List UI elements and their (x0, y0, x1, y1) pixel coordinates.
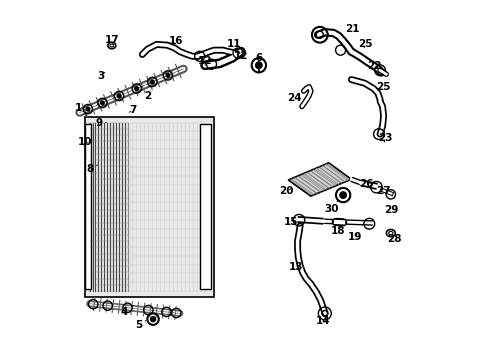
Text: 6: 6 (255, 53, 262, 63)
Text: 27: 27 (376, 186, 390, 197)
Bar (85, 117, 214, 297)
Text: 2: 2 (144, 91, 151, 101)
Text: 21: 21 (344, 24, 359, 35)
Bar (85, 125, 91, 289)
Text: 28: 28 (386, 234, 401, 244)
Text: 15: 15 (284, 217, 298, 227)
Circle shape (117, 94, 121, 98)
Text: 19: 19 (347, 232, 362, 242)
Text: 26: 26 (359, 179, 373, 189)
Text: 3: 3 (97, 71, 104, 81)
Circle shape (135, 87, 138, 90)
Text: 30: 30 (324, 201, 338, 215)
Text: 14: 14 (315, 316, 330, 325)
Circle shape (255, 62, 262, 68)
Text: 24: 24 (287, 93, 302, 103)
Text: 17: 17 (104, 35, 119, 45)
Text: 20: 20 (279, 186, 293, 197)
Text: 12: 12 (198, 56, 212, 66)
Text: 29: 29 (384, 206, 398, 216)
Text: 5: 5 (135, 320, 145, 330)
Circle shape (339, 192, 346, 198)
Text: 9: 9 (96, 118, 106, 128)
Polygon shape (287, 163, 351, 196)
Text: 7: 7 (129, 105, 137, 115)
Circle shape (150, 80, 154, 84)
Text: 18: 18 (330, 226, 345, 236)
Circle shape (166, 73, 169, 77)
Text: 1: 1 (75, 103, 86, 116)
Bar (199, 125, 211, 289)
Text: 11: 11 (226, 39, 241, 49)
Circle shape (150, 317, 155, 321)
Text: 13: 13 (289, 262, 303, 272)
Circle shape (101, 101, 104, 105)
Text: 4: 4 (121, 306, 133, 316)
Text: 10: 10 (78, 138, 92, 147)
Text: 12: 12 (233, 51, 247, 61)
Text: 22: 22 (366, 61, 381, 71)
Text: 16: 16 (169, 36, 183, 46)
Circle shape (86, 107, 89, 111)
Text: 23: 23 (377, 133, 391, 143)
Text: 25: 25 (376, 82, 390, 93)
Text: 8: 8 (86, 164, 97, 174)
Text: 25: 25 (358, 40, 372, 49)
